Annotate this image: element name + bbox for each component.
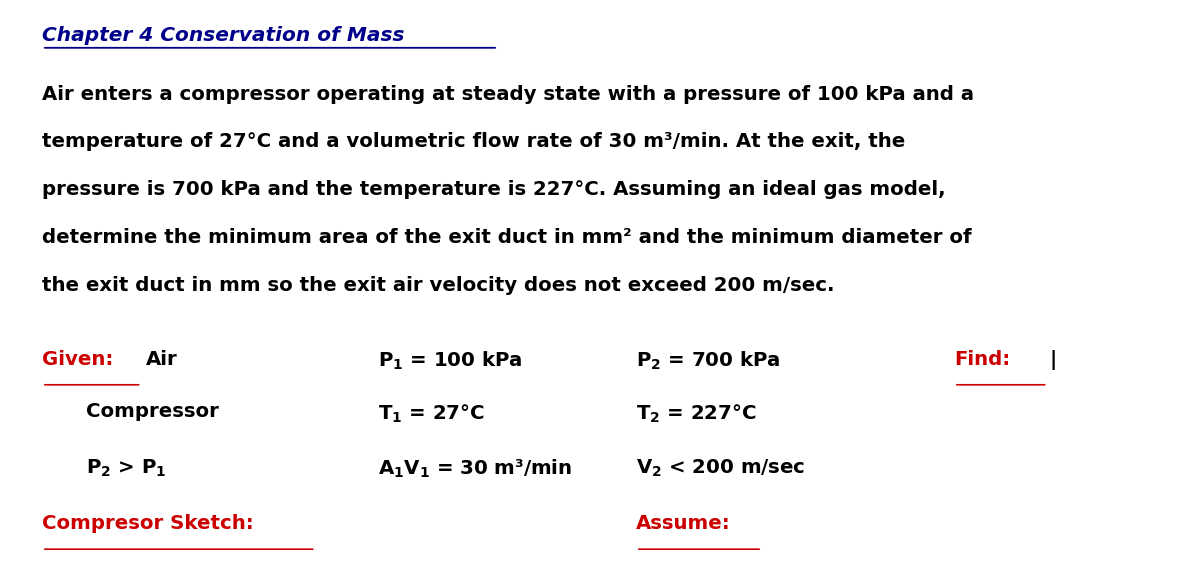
Text: Find:: Find: <box>954 350 1010 369</box>
Text: $\mathbf{P_2}$ = 700 kPa: $\mathbf{P_2}$ = 700 kPa <box>636 350 780 372</box>
Text: Chapter 4 Conservation of Mass: Chapter 4 Conservation of Mass <box>42 26 404 45</box>
Text: $\mathbf{T_1}$ = 27°C: $\mathbf{T_1}$ = 27°C <box>378 402 485 424</box>
Text: Air: Air <box>146 350 178 369</box>
Text: |: | <box>1050 350 1057 370</box>
Text: Air enters a compressor operating at steady state with a pressure of 100 kPa and: Air enters a compressor operating at ste… <box>42 85 974 104</box>
Text: the exit duct in mm so the exit air velocity does not exceed 200 m/sec.: the exit duct in mm so the exit air velo… <box>42 276 834 295</box>
Text: Given:: Given: <box>42 350 113 369</box>
Text: $\mathbf{P_2}$ > $\mathbf{P_1}$: $\mathbf{P_2}$ > $\mathbf{P_1}$ <box>86 458 167 479</box>
Text: $\mathbf{P_1}$ = 100 kPa: $\mathbf{P_1}$ = 100 kPa <box>378 350 522 372</box>
Text: pressure is 700 kPa and the temperature is 227°C. Assuming an ideal gas model,: pressure is 700 kPa and the temperature … <box>42 180 946 199</box>
Text: temperature of 27°C and a volumetric flow rate of 30 m³/min. At the exit, the: temperature of 27°C and a volumetric flo… <box>42 132 905 152</box>
Text: Assume:: Assume: <box>636 514 731 533</box>
Text: determine the minimum area of the exit duct in mm² and the minimum diameter of: determine the minimum area of the exit d… <box>42 228 972 247</box>
Text: $\mathbf{A_1 V_1}$ = 30 m³/min: $\mathbf{A_1 V_1}$ = 30 m³/min <box>378 458 572 480</box>
Text: Compressor: Compressor <box>86 402 220 422</box>
Text: $\mathbf{T_2}$ = 227°C: $\mathbf{T_2}$ = 227°C <box>636 402 756 424</box>
Text: $\mathbf{V_2}$ < 200 m/sec: $\mathbf{V_2}$ < 200 m/sec <box>636 458 805 479</box>
Text: Compresor Sketch:: Compresor Sketch: <box>42 514 253 533</box>
